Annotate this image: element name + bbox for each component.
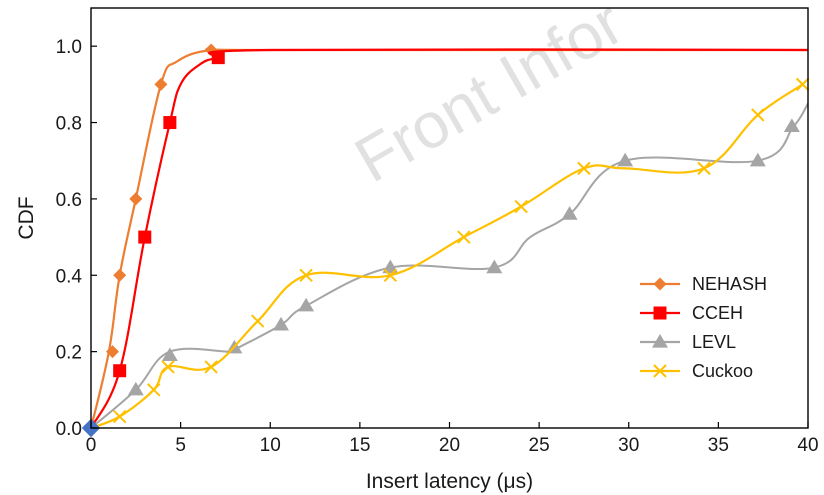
data-point-cuckoo [514, 199, 528, 214]
legend-marker-cceh [653, 306, 667, 320]
data-point-cuckoo [112, 409, 127, 424]
data-point-cceh [113, 364, 127, 378]
y-tick-label: 0.0 [56, 419, 82, 440]
legend-label-nehash: NEHASH [692, 274, 767, 294]
x-tick-label: 20 [439, 435, 460, 456]
x-tick-label: 0 [86, 435, 97, 456]
x-tick-label: 15 [349, 435, 370, 456]
legend-label-cuckoo: Cuckoo [692, 361, 753, 381]
data-point-cuckoo [795, 77, 810, 92]
data-point-nehash [129, 192, 143, 206]
x-tick-label: 25 [529, 435, 550, 456]
data-point-cuckoo [577, 161, 591, 176]
data-point-levl [561, 206, 578, 220]
x-tick-label: 40 [797, 435, 818, 456]
data-point-levl [486, 259, 503, 274]
data-point-cuckoo [457, 230, 471, 244]
data-point-nehash [106, 345, 120, 359]
axes: 0 5 10 15 20 25 30 35 40 0.0 0.2 0.4 0.6 0.8 1.0 [56, 7, 819, 456]
data-point-levl [749, 152, 766, 167]
data-point-cuckoo [383, 268, 398, 282]
legend-marker-levl [652, 334, 668, 348]
y-tick-label: 0.6 [56, 190, 82, 211]
data-point-cceh [211, 51, 225, 65]
legend-label-levl: LEVL [692, 332, 736, 352]
data-point-nehash [154, 77, 168, 91]
x-tick-label: 30 [618, 435, 639, 456]
legend-marker-cuckoo [653, 364, 667, 378]
data-point-cuckoo [751, 108, 765, 122]
legend-item-levl: LEVL [640, 332, 736, 352]
data-point-cceh [163, 116, 177, 130]
x-tick-label: 10 [260, 435, 281, 456]
y-axis-title: CDF [15, 196, 38, 239]
data-point-levl [161, 347, 178, 362]
x-axis-title: Insert latency (μs) [366, 470, 533, 493]
legend: NEHASH CCEH LEVL Cuckoo [640, 274, 767, 381]
data-point-cuckoo [250, 314, 265, 328]
series-cceh [90, 48, 809, 429]
data-point-levl [783, 118, 800, 132]
data-point-cuckoo [204, 360, 218, 374]
y-tick-label: 1.0 [56, 37, 82, 58]
data-point-cuckoo [697, 161, 711, 176]
legend-label-cceh: CCEH [692, 303, 743, 323]
data-point-cuckoo [299, 268, 313, 282]
x-tick-label: 35 [708, 435, 729, 456]
data-point-levl [617, 152, 634, 167]
series-cuckoo [90, 77, 810, 430]
y-tick-label: 0.4 [56, 266, 83, 287]
series-line-cuckoo [90, 83, 804, 430]
legend-item-cuckoo: Cuckoo [640, 361, 753, 381]
x-tick-label: 5 [175, 435, 186, 456]
series-line-cceh [90, 48, 809, 429]
data-point-levl [127, 381, 144, 396]
legend-item-nehash: NEHASH [640, 274, 767, 294]
data-point-cuckoo [147, 383, 161, 397]
y-tick-label: 0.2 [56, 343, 82, 364]
data-point-nehash [113, 268, 127, 282]
data-point-cceh [138, 230, 152, 244]
plot-area [81, 43, 810, 438]
data-point-levl [382, 259, 399, 274]
y-tick-label: 0.8 [56, 114, 82, 135]
data-point-cuckoo [161, 360, 175, 374]
data-point-levl [273, 316, 290, 331]
legend-marker-nehash [653, 277, 667, 291]
legend-item-cceh: CCEH [640, 303, 743, 323]
data-point-levl [298, 297, 315, 312]
